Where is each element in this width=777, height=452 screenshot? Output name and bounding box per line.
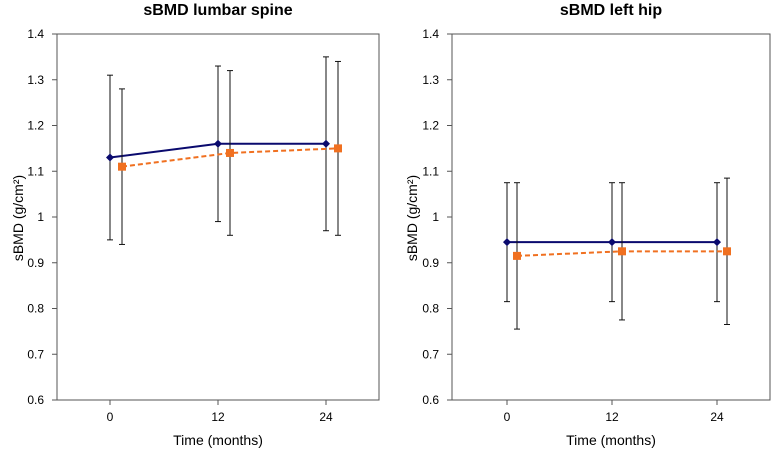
chart2-ytick-label: 1.1 [422, 164, 439, 178]
chart1-ytick-label: 0.9 [27, 256, 44, 270]
chart2-ytick-label: 1.4 [422, 27, 439, 41]
chart2-xtick-label: 12 [605, 410, 619, 424]
chart1-ytick-label: 0.6 [27, 393, 44, 407]
chart2-ytick-label: 1.3 [422, 73, 439, 87]
chart1-title: sBMD lumbar spine [143, 2, 293, 19]
chart1-xtick-label: 12 [211, 410, 225, 424]
chart2-ytick-label: 0.6 [422, 393, 439, 407]
chart1-xtick-label: 0 [107, 410, 114, 424]
chart2-ytick-label: 1 [432, 210, 439, 224]
chart1-ytick-label: 1.1 [27, 164, 44, 178]
chart1-group-1-marker [106, 153, 114, 162]
chart1-group-2-marker [118, 162, 126, 171]
chart1-xlabel: Time (months) [173, 432, 263, 448]
chart2-group-1-marker [713, 238, 721, 247]
chart1-group-1-marker [322, 139, 330, 148]
chart2-group-1-marker [608, 238, 616, 247]
chart1-ytick-label: 1 [37, 210, 44, 224]
chart2-plot-frame [451, 33, 771, 401]
chart2-group-2-marker [618, 247, 626, 256]
chart2-xtick-label: 24 [710, 410, 724, 424]
chart2-ytick-label: 0.7 [422, 347, 439, 361]
chart1-group-2-marker [334, 144, 342, 153]
chart1-ytick-label: 0.8 [27, 302, 44, 316]
chart2-xtick-label: 0 [504, 410, 511, 424]
chart2-group-2-marker [723, 247, 731, 256]
chart1-ytick-label: 1.4 [27, 27, 44, 41]
chart1-xtick-label: 24 [319, 410, 333, 424]
chart2-ytick-label: 1.2 [422, 119, 439, 133]
chart2-ytick-label: 0.8 [422, 302, 439, 316]
chart2-group-2-marker [513, 251, 521, 260]
chart1-group-2-marker [226, 148, 234, 157]
chart1-ytick-label: 1.3 [27, 73, 44, 87]
chart1-ytick-label: 0.7 [27, 347, 44, 361]
chart2-title: sBMD left hip [559, 2, 663, 19]
chart2-ytick-label: 0.9 [422, 256, 439, 270]
chart1-ytick-label: 1.2 [27, 119, 44, 133]
chart2-xlabel: Time (months) [566, 432, 656, 448]
chart2-group-1-marker [503, 238, 511, 247]
chart1-group-1-marker [214, 139, 222, 148]
